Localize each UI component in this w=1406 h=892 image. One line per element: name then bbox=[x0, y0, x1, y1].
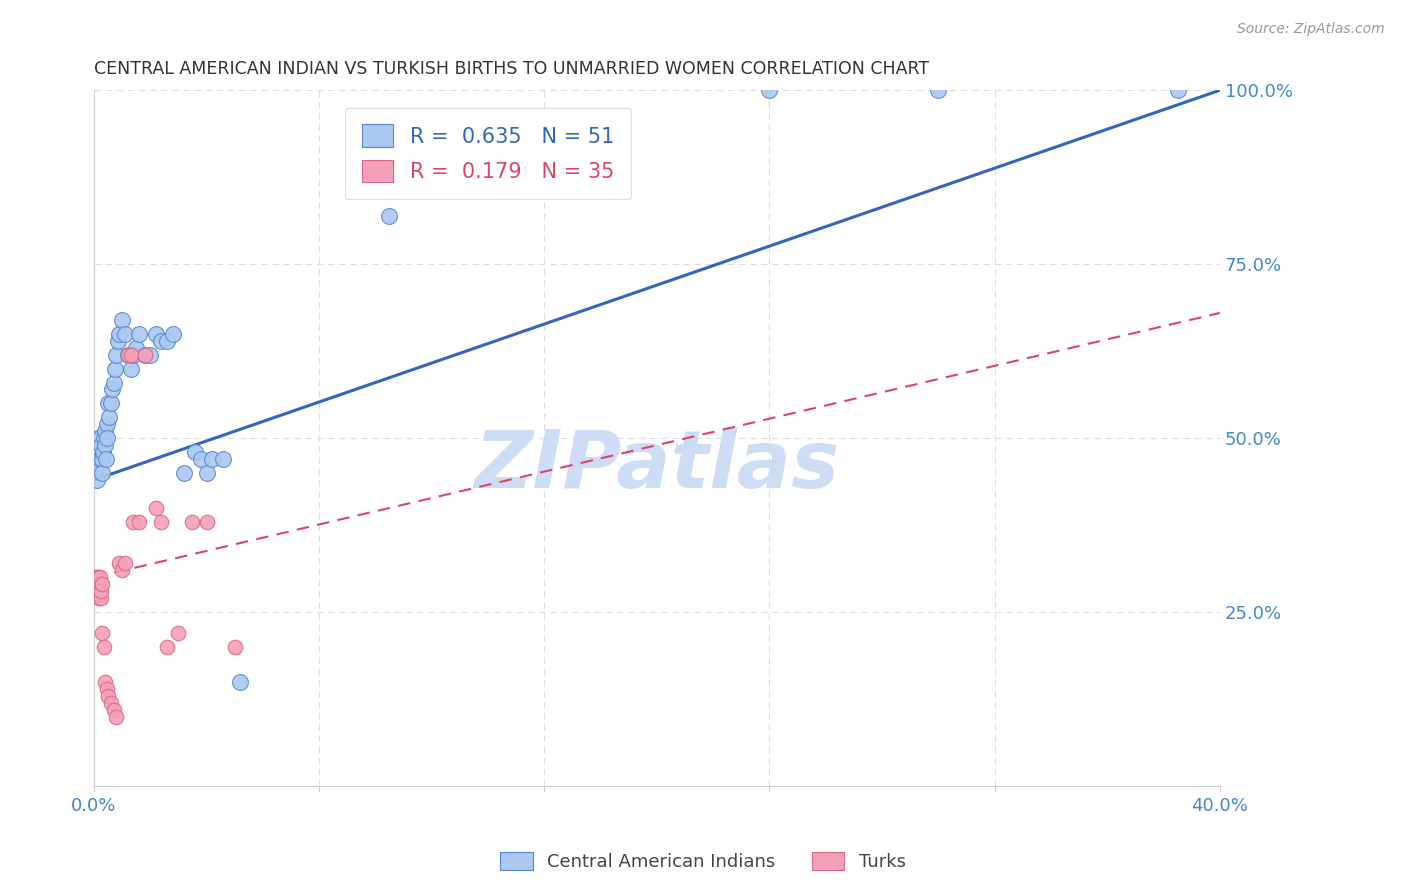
Point bbox=[212, 452, 235, 467]
Point bbox=[100, 696, 122, 710]
Point bbox=[122, 515, 145, 529]
Point bbox=[91, 626, 114, 640]
Point bbox=[134, 348, 156, 362]
Point bbox=[87, 445, 110, 459]
Point bbox=[84, 577, 107, 591]
Text: Source: ZipAtlas.com: Source: ZipAtlas.com bbox=[1237, 22, 1385, 37]
Point bbox=[89, 584, 111, 599]
Point bbox=[111, 313, 134, 327]
Point bbox=[156, 334, 179, 348]
Point bbox=[117, 348, 139, 362]
Point bbox=[134, 348, 156, 362]
Point bbox=[190, 452, 212, 467]
Point bbox=[93, 431, 115, 445]
Text: ZIPatlas: ZIPatlas bbox=[474, 427, 839, 505]
Point bbox=[181, 515, 204, 529]
Point bbox=[86, 577, 108, 591]
Point bbox=[150, 334, 173, 348]
Legend: R =  0.635   N = 51, R =  0.179   N = 35: R = 0.635 N = 51, R = 0.179 N = 35 bbox=[344, 108, 631, 199]
Point bbox=[87, 570, 110, 584]
Point bbox=[93, 640, 115, 654]
Point bbox=[378, 209, 401, 223]
Point bbox=[108, 326, 131, 341]
Point bbox=[114, 326, 136, 341]
Point bbox=[114, 557, 136, 571]
Point bbox=[162, 326, 184, 341]
Point bbox=[89, 431, 111, 445]
Point bbox=[90, 577, 112, 591]
Point bbox=[201, 452, 224, 467]
Point bbox=[173, 466, 195, 480]
Point bbox=[120, 361, 142, 376]
Point bbox=[84, 458, 107, 473]
Point bbox=[100, 396, 122, 410]
Point bbox=[758, 83, 780, 97]
Point bbox=[107, 334, 129, 348]
Point bbox=[87, 458, 110, 473]
Point bbox=[96, 681, 118, 696]
Point bbox=[145, 500, 167, 515]
Point bbox=[103, 703, 125, 717]
Point bbox=[139, 348, 162, 362]
Point bbox=[84, 570, 107, 584]
Point bbox=[87, 431, 110, 445]
Point bbox=[104, 361, 127, 376]
Point bbox=[90, 584, 112, 599]
Point bbox=[87, 577, 110, 591]
Point bbox=[195, 515, 218, 529]
Point bbox=[128, 326, 150, 341]
Point bbox=[86, 584, 108, 599]
Point bbox=[94, 674, 117, 689]
Point bbox=[89, 570, 111, 584]
Point bbox=[89, 452, 111, 467]
Point bbox=[93, 438, 115, 452]
Point bbox=[97, 689, 120, 703]
Point bbox=[120, 348, 142, 362]
Point bbox=[1166, 83, 1188, 97]
Legend: Central American Indians, Turks: Central American Indians, Turks bbox=[494, 845, 912, 879]
Point bbox=[125, 341, 148, 355]
Point bbox=[94, 424, 117, 438]
Point bbox=[224, 640, 246, 654]
Point bbox=[156, 640, 179, 654]
Point bbox=[90, 438, 112, 452]
Point bbox=[122, 348, 145, 362]
Point bbox=[111, 563, 134, 577]
Point bbox=[184, 445, 207, 459]
Point bbox=[86, 473, 108, 487]
Point bbox=[105, 709, 128, 723]
Point bbox=[87, 591, 110, 606]
Point bbox=[94, 452, 117, 467]
Point bbox=[150, 515, 173, 529]
Point bbox=[96, 417, 118, 432]
Point bbox=[86, 445, 108, 459]
Point bbox=[145, 326, 167, 341]
Point bbox=[108, 557, 131, 571]
Point bbox=[96, 431, 118, 445]
Point bbox=[195, 466, 218, 480]
Point bbox=[103, 376, 125, 390]
Point bbox=[105, 348, 128, 362]
Point bbox=[101, 383, 124, 397]
Point bbox=[90, 452, 112, 467]
Point bbox=[117, 348, 139, 362]
Point bbox=[927, 83, 949, 97]
Point bbox=[229, 674, 252, 689]
Point bbox=[167, 626, 190, 640]
Point bbox=[128, 515, 150, 529]
Point bbox=[97, 396, 120, 410]
Point bbox=[91, 466, 114, 480]
Text: CENTRAL AMERICAN INDIAN VS TURKISH BIRTHS TO UNMARRIED WOMEN CORRELATION CHART: CENTRAL AMERICAN INDIAN VS TURKISH BIRTH… bbox=[94, 60, 929, 78]
Point bbox=[90, 591, 112, 606]
Point bbox=[98, 410, 121, 425]
Point bbox=[91, 445, 114, 459]
